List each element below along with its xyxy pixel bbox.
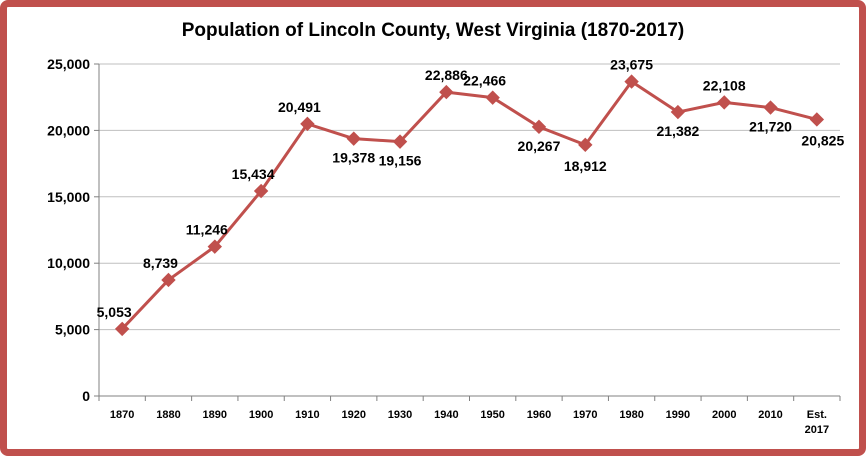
data-point	[161, 272, 176, 288]
x-tick-label: 1990	[666, 409, 690, 421]
x-tick-label: 1890	[203, 409, 227, 421]
data-label: 22,886	[425, 67, 468, 83]
data-point	[670, 104, 686, 120]
data-label: 19,378	[332, 150, 375, 166]
data-label: 23,675	[610, 57, 653, 73]
data-point	[253, 183, 269, 199]
series-line	[121, 80, 818, 330]
x-tick-label: Est. 2017	[805, 409, 829, 436]
data-point	[485, 90, 500, 105]
y-axis-ticks: 0 5,000 10,000 15,000 20,000 25,000	[47, 56, 99, 404]
data-point	[578, 137, 593, 153]
data-label: 21,382	[656, 123, 699, 139]
x-tick-label: 1920	[341, 409, 365, 421]
data-label: 22,108	[703, 77, 746, 93]
data-label: 15,434	[232, 166, 275, 182]
data-label: 21,720	[749, 119, 792, 135]
data-point	[300, 116, 315, 132]
y-tick-label: 0	[82, 388, 90, 404]
x-tick-label: 1960	[527, 409, 551, 421]
y-tick-label: 25,000	[47, 56, 90, 72]
data-point	[809, 112, 825, 127]
x-tick-label: 1980	[619, 409, 643, 421]
data-label: 22,466	[463, 73, 506, 89]
y-tick-label: 5,000	[55, 322, 90, 338]
x-tick-label: 1970	[573, 409, 597, 421]
data-label: 18,912	[564, 158, 607, 174]
y-tick-label: 10,000	[47, 255, 90, 271]
data-point	[392, 134, 408, 149]
y-tick-label: 20,000	[47, 122, 90, 138]
data-point	[207, 239, 222, 254]
data-label: 20,491	[278, 99, 321, 115]
x-tick-label: 1880	[156, 409, 180, 421]
data-label: 11,246	[186, 222, 228, 238]
data-point	[531, 119, 547, 135]
data-label: 5,053	[97, 304, 132, 320]
x-tick-label: 1940	[434, 409, 458, 421]
data-point	[624, 74, 639, 89]
data-point	[763, 100, 778, 115]
x-tick-label: 1930	[388, 409, 412, 421]
data-point	[439, 84, 454, 100]
chart-title: Population of Lincoln County, West Virgi…	[182, 20, 685, 41]
x-tick-label: 1870	[110, 409, 134, 421]
data-label: 20,267	[518, 138, 561, 154]
series-population	[114, 74, 825, 337]
data-label: 8,739	[143, 255, 178, 271]
x-tick-label: 2000	[712, 409, 736, 421]
data-label: 19,156	[379, 153, 422, 169]
data-point	[114, 321, 130, 337]
y-tick-label: 15,000	[47, 189, 90, 205]
data-point	[346, 131, 361, 146]
x-tick-label: 1900	[249, 409, 273, 421]
data-point	[717, 95, 732, 110]
x-tick-label: 2010	[758, 409, 782, 421]
data-label: 20,825	[801, 132, 844, 148]
x-tick-label: 1950	[480, 409, 504, 421]
data-labels: 5,053 8,739 11,246 15,434 20,491 19,378 19,156…	[97, 57, 845, 320]
gridlines	[99, 63, 840, 331]
x-tick-label: 1910	[295, 409, 319, 421]
x-axis-ticks: 1870 1880 1890 1900 1910 1920 1930 1940 1950 1960…	[98, 396, 841, 436]
